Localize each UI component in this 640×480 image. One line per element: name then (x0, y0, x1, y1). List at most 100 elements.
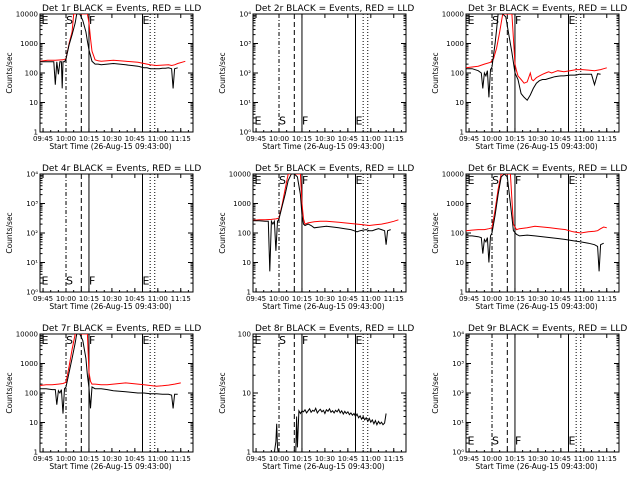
y-tick-label: 1 (34, 129, 38, 137)
x-tick-label: 10:30 (315, 135, 335, 143)
x-tick-label: 10:45 (125, 295, 145, 303)
y-tick-label: 1 (247, 289, 251, 297)
x-tick-label: 11:15 (384, 295, 404, 303)
x-tick-label: 09:45 (459, 135, 479, 143)
marker-label-e: E (42, 334, 49, 347)
x-tick-label: 10:45 (551, 455, 571, 463)
x-tick-label: 10:30 (102, 455, 122, 463)
x-tick-label: 10:45 (125, 455, 145, 463)
x-tick-label: 10:45 (551, 135, 571, 143)
plot-frame (252, 13, 407, 133)
y-tick-label: 10² (452, 390, 464, 398)
x-tick-label: 10:15 (505, 295, 525, 303)
y-axis-label: Counts/sec (218, 372, 227, 413)
x-tick-label: 10:45 (125, 135, 145, 143)
plot-frame (465, 333, 620, 453)
marker-label-s: S (492, 174, 499, 187)
y-tick-label: 10¹ (239, 99, 251, 107)
y-tick-label: 100 (25, 390, 38, 398)
marker-label-e: E (143, 274, 150, 287)
panel-title: Det 9r BLACK = Events, RED = LLD (468, 324, 627, 334)
y-tick-label: 10⁰ (26, 289, 38, 297)
x-tick-label: 10:15 (292, 135, 312, 143)
y-tick-label: 1 (460, 129, 464, 137)
x-tick-label: 11:00 (361, 455, 381, 463)
y-tick-label: 1 (460, 289, 464, 297)
x-tick-label: 11:15 (597, 295, 617, 303)
x-tick-label: 11:00 (148, 455, 168, 463)
x-tick-label: 10:00 (482, 135, 502, 143)
y-tick-label: 1000 (446, 200, 464, 208)
marker-label-s: S (66, 14, 73, 27)
y-tick-label: 10³ (26, 200, 38, 208)
x-tick-label: 10:15 (292, 455, 312, 463)
x-tick-label: 11:15 (597, 455, 617, 463)
lld-series-line (253, 174, 399, 227)
y-tick-label: 10² (239, 70, 251, 78)
events-series-line (40, 14, 178, 89)
plot-frame (39, 173, 194, 293)
panel-title: Det 1r BLACK = Events, RED = LLD (42, 4, 201, 14)
lld-series-line (466, 174, 607, 234)
x-tick-label: 10:45 (551, 295, 571, 303)
marker-label-f: F (515, 174, 521, 187)
panel-title: Det 8r BLACK = Events, RED = LLD (255, 324, 414, 334)
x-axis-label: Start Time (26-Aug-15 09:43:00) (262, 462, 384, 471)
x-tick-label: 11:00 (574, 455, 594, 463)
marker-label-f: F (302, 114, 308, 127)
x-tick-label: 09:45 (246, 135, 266, 143)
x-tick-label: 09:45 (246, 295, 266, 303)
y-tick-label: 10000 (16, 11, 38, 19)
y-tick-label: 10⁴ (239, 11, 251, 19)
marker-label-e: E (255, 334, 262, 347)
plot-frame (465, 13, 620, 133)
lld-series-line (40, 334, 181, 387)
y-axis-label: Counts/sec (5, 212, 14, 253)
x-tick-label: 10:45 (338, 455, 358, 463)
y-tick-label: 100 (451, 70, 464, 78)
marker-label-s: S (279, 334, 286, 347)
panel-title: Det 6r BLACK = Events, RED = LLD (468, 164, 627, 174)
y-tick-label: 1000 (446, 40, 464, 48)
marker-label-s: S (279, 114, 286, 127)
marker-label-f: F (302, 174, 308, 187)
y-tick-label: 100 (238, 230, 251, 238)
marker-label-e: E (569, 14, 576, 27)
x-tick-label: 11:15 (171, 135, 191, 143)
marker-label-f: F (89, 14, 95, 27)
x-tick-label: 10:30 (528, 455, 548, 463)
y-axis-label: Counts/sec (431, 52, 440, 93)
marker-label-s: S (66, 274, 73, 287)
y-axis-label: Counts/sec (218, 52, 227, 93)
plot-frame (39, 333, 194, 453)
y-tick-label: 10 (242, 390, 251, 398)
y-tick-label: 10 (455, 259, 464, 267)
x-tick-label: 11:00 (361, 295, 381, 303)
panel-title: Det 4r BLACK = Events, RED = LLD (42, 164, 201, 174)
marker-label-s: S (492, 14, 499, 27)
x-tick-label: 09:45 (33, 455, 53, 463)
x-tick-label: 10:30 (528, 295, 548, 303)
panel-title: Det 7r BLACK = Events, RED = LLD (42, 324, 201, 334)
x-tick-label: 09:45 (246, 455, 266, 463)
x-tick-label: 10:30 (102, 135, 122, 143)
y-tick-label: 10000 (16, 331, 38, 339)
y-axis-label: Counts/sec (431, 372, 440, 413)
y-tick-label: 10² (26, 230, 38, 238)
marker-label-e: E (42, 14, 49, 27)
x-tick-label: 10:30 (315, 295, 335, 303)
x-tick-label: 10:45 (338, 135, 358, 143)
y-tick-label: 1 (34, 449, 38, 457)
x-tick-label: 10:00 (56, 455, 76, 463)
marker-label-s: S (492, 434, 499, 447)
x-tick-label: 11:00 (574, 135, 594, 143)
lld-series-line (466, 14, 607, 84)
y-tick-label: 100 (25, 70, 38, 78)
y-tick-label: 1000 (20, 40, 38, 48)
marker-label-e: E (255, 174, 262, 187)
marker-label-f: F (89, 274, 95, 287)
x-axis-label: Start Time (26-Aug-15 09:43:00) (49, 142, 171, 151)
